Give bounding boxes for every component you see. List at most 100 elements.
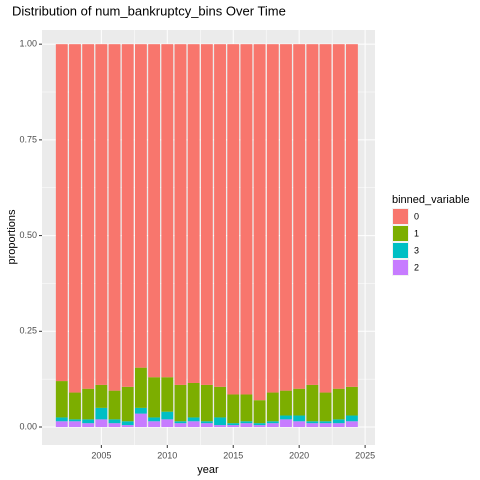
bar-segment	[108, 423, 121, 428]
bar-segment	[200, 44, 213, 385]
bar-segment	[345, 421, 358, 428]
bar-segment	[293, 421, 306, 428]
y-tick-label: 1.00	[19, 39, 37, 49]
bar-segment	[227, 425, 240, 428]
chart-title: Distribution of num_bankruptcy_bins Over…	[12, 3, 286, 18]
bar-segment	[332, 44, 345, 389]
bar-segment	[306, 423, 319, 428]
bar-segment	[69, 421, 81, 428]
bar-segment	[187, 382, 200, 418]
bar-segment	[69, 44, 81, 393]
bar-segment	[214, 44, 226, 387]
bar-segment	[332, 388, 345, 420]
bar-segment	[69, 419, 81, 422]
bar-segment	[174, 421, 187, 424]
bar-segment	[134, 44, 147, 368]
y-axis-title: proportions	[6, 209, 18, 265]
bar-segment	[161, 419, 174, 428]
bar-segment	[332, 419, 345, 424]
bar-segment	[108, 44, 121, 391]
bar-segment	[345, 386, 358, 416]
bar-segment	[306, 421, 319, 424]
bar-segment	[227, 44, 240, 395]
bar-segment	[121, 44, 134, 387]
bar-segment	[214, 425, 226, 428]
bar-segment	[82, 388, 95, 420]
bar-segment	[187, 421, 200, 428]
bar-segment	[148, 421, 161, 428]
bar-segment	[174, 44, 187, 385]
bar-segment	[148, 377, 161, 418]
bar-segment	[82, 419, 95, 424]
legend-label: 0	[414, 211, 419, 221]
bar-segment	[55, 421, 68, 428]
bar-segment	[95, 384, 108, 408]
bar-segment	[306, 44, 319, 385]
bar-segment	[55, 417, 68, 422]
bar-segment	[174, 423, 187, 428]
bar-segment	[95, 44, 108, 385]
bar-segment	[293, 415, 306, 422]
bar-segment	[280, 419, 292, 428]
bar-segment	[319, 44, 332, 393]
bar-segment	[200, 384, 213, 422]
bar-segment	[253, 425, 266, 428]
bar-segment	[108, 419, 121, 424]
bar-segment	[253, 400, 266, 424]
legend-title: binned_variable	[392, 194, 470, 206]
bar-segment	[319, 392, 332, 422]
bar-segment	[134, 367, 147, 408]
legend-label: 1	[414, 228, 419, 238]
legend-swatch	[393, 226, 408, 241]
bar-segment	[280, 415, 292, 420]
bar-segment	[161, 44, 174, 378]
bar-segment	[227, 423, 240, 426]
bar-segment	[227, 394, 240, 424]
bar-segment	[82, 44, 95, 389]
bar-segment	[345, 415, 358, 422]
bar-segment	[82, 423, 95, 428]
bar-segment	[55, 44, 68, 382]
bar-segment	[319, 423, 332, 428]
bar-segment	[306, 384, 319, 422]
y-tick-label: 0.25	[19, 326, 37, 336]
bar-segment	[148, 417, 161, 422]
bar-segment	[280, 390, 292, 416]
bar-segment	[55, 381, 68, 418]
bar-segment	[240, 44, 253, 395]
x-tick-label: 2010	[157, 450, 177, 460]
x-tick-label: 2015	[223, 450, 243, 460]
bar-segment	[95, 407, 108, 420]
y-tick-label: 0.00	[19, 421, 37, 431]
bar-segment	[200, 423, 213, 428]
bar-segment	[214, 386, 226, 418]
bar-segment	[187, 417, 200, 422]
bar-segment	[69, 392, 81, 420]
bar-segment	[266, 44, 279, 393]
bar-segment	[293, 388, 306, 416]
bar-segment	[95, 419, 108, 428]
bar-segment	[280, 44, 292, 391]
bar-segment	[121, 386, 134, 422]
bar-segment	[134, 407, 147, 414]
y-tick-label: 0.75	[19, 134, 37, 144]
legend-swatch	[393, 209, 408, 224]
bar-segment	[121, 421, 134, 426]
legend-label: 2	[414, 262, 419, 272]
bar-segment	[345, 44, 358, 387]
bar-segment	[214, 417, 226, 426]
legend-swatch	[393, 260, 408, 275]
bar-segment	[200, 421, 213, 424]
bar-segment	[148, 44, 161, 378]
x-tick-label: 2005	[91, 450, 111, 460]
bar-segment	[161, 411, 174, 420]
bar-segment	[161, 377, 174, 412]
bar-segment	[293, 44, 306, 389]
legend-label: 3	[414, 245, 419, 255]
x-axis-title: year	[197, 464, 219, 476]
bar-segment	[266, 392, 279, 422]
bar-segment	[319, 421, 332, 424]
y-tick-label: 0.50	[19, 230, 37, 240]
legend-swatch	[393, 243, 408, 258]
